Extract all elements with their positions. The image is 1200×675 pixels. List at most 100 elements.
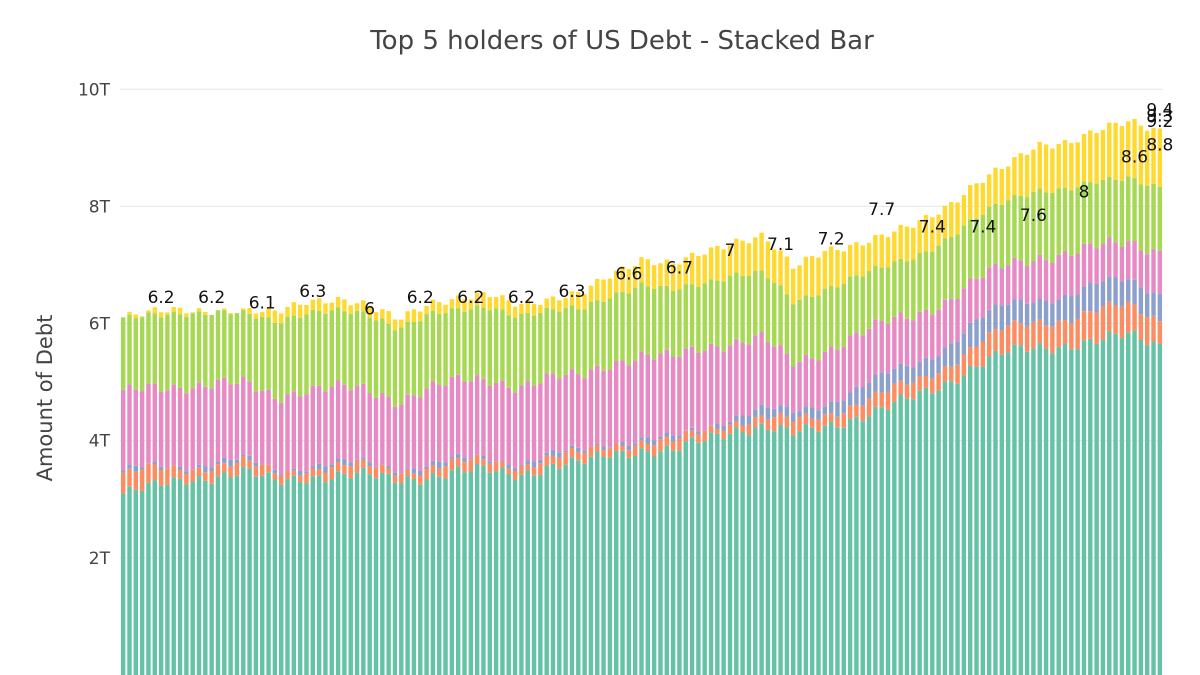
bar-segment: [772, 249, 777, 283]
bar-segment: [304, 471, 309, 474]
bar-segment: [405, 321, 410, 395]
bar-segment: [949, 298, 954, 344]
bar-segment: [569, 448, 575, 458]
bar-segment: [203, 311, 208, 315]
bar-segment: [392, 482, 398, 675]
bar-segment: [721, 439, 726, 675]
bar-segment: [1119, 306, 1125, 339]
bar-segment: [582, 293, 587, 310]
bar-segment: [1069, 323, 1074, 350]
bar-segment: [127, 384, 132, 465]
bar-segment: [487, 472, 492, 675]
bar-segment: [645, 354, 651, 438]
bar-segment: [727, 424, 733, 434]
bar-segment: [993, 350, 998, 675]
bar-segment: [620, 266, 625, 292]
bar-segment: [734, 338, 739, 416]
bar-segment: [923, 375, 929, 388]
bar-segment: [822, 288, 828, 352]
bar-segment: [171, 477, 176, 675]
bar-segment: [455, 295, 461, 309]
bar-segment: [639, 282, 644, 352]
bar-segment: [241, 308, 246, 310]
bar-segment: [949, 366, 954, 382]
bar-segment: [323, 313, 328, 392]
bar-segment: [702, 430, 707, 442]
bar-segment: [1081, 181, 1087, 244]
bar-segment: [753, 335, 758, 410]
bar-segment: [791, 366, 796, 413]
bar-segment: [765, 429, 771, 675]
bar-segment: [550, 296, 556, 310]
bar-segment: [911, 259, 916, 321]
bar-segment: [898, 394, 903, 675]
bar-segment: [1100, 306, 1106, 340]
bar-segment: [658, 285, 663, 354]
total-value-label: 6.6: [615, 264, 642, 284]
bar-segment: [664, 433, 669, 438]
bar-segment: [1012, 157, 1017, 195]
bar-segment: [228, 313, 233, 315]
bar-segment: [702, 283, 707, 351]
bar-segment: [241, 467, 246, 675]
bar-segment: [449, 376, 455, 457]
bar-segment: [335, 296, 341, 308]
bar-segment: [967, 365, 973, 675]
bar-segment: [809, 296, 815, 359]
bar-segment: [165, 468, 170, 485]
bar-segment: [677, 436, 682, 439]
bar-segment: [835, 427, 840, 675]
bar-segment: [500, 460, 505, 462]
bar-segment: [266, 464, 271, 465]
bar-segment: [1088, 338, 1093, 675]
bar-segment: [139, 467, 145, 470]
bar-segment: [297, 317, 303, 397]
bar-segment: [702, 350, 707, 431]
bar-segment: [1062, 139, 1068, 188]
bar-segment: [1088, 311, 1093, 339]
bar-segment: [569, 457, 575, 675]
bar-segment: [892, 316, 897, 369]
bar-segment: [146, 463, 151, 483]
bar-segment: [487, 463, 492, 473]
bar-segment: [670, 263, 676, 291]
bar-segment: [437, 461, 442, 469]
bar-segment: [449, 308, 455, 377]
bar-segment: [1157, 343, 1163, 675]
bar-segment: [278, 313, 284, 324]
bar-segment: [759, 332, 764, 405]
bar-segment: [664, 437, 669, 446]
bar-segment: [999, 168, 1005, 205]
bar-segment: [1132, 304, 1137, 331]
bar-segment: [437, 313, 442, 386]
bar-segment: [411, 321, 417, 396]
bar-segment: [1081, 134, 1087, 182]
bar-segment: [1151, 127, 1156, 184]
bar-segment: [468, 299, 474, 310]
bar-segment: [873, 374, 878, 392]
bar-segment: [228, 314, 233, 385]
bar-segment: [209, 471, 214, 484]
bar-segment: [715, 423, 720, 429]
bar-segment: [462, 311, 467, 382]
bar-segment: [639, 351, 644, 438]
bar-segment: [247, 381, 252, 456]
bar-segment: [544, 373, 549, 453]
bar-segment: [1050, 192, 1055, 263]
bar-segment: [1138, 287, 1144, 315]
bar-segment: [234, 462, 240, 476]
bar-segment: [1113, 242, 1118, 278]
bar-segment: [411, 468, 417, 474]
bar-segment: [734, 238, 739, 273]
bar-segment: [297, 304, 303, 318]
bar-segment: [607, 457, 613, 675]
bar-segment: [816, 295, 821, 361]
bar-segment: [120, 472, 126, 494]
bar-segment: [1012, 344, 1017, 675]
bar-segment: [177, 478, 183, 675]
bar-segment: [215, 464, 221, 477]
bar-segment: [1069, 349, 1074, 675]
bar-segment: [1157, 321, 1163, 344]
bar-segment: [152, 313, 157, 384]
bar-segment: [734, 427, 739, 675]
